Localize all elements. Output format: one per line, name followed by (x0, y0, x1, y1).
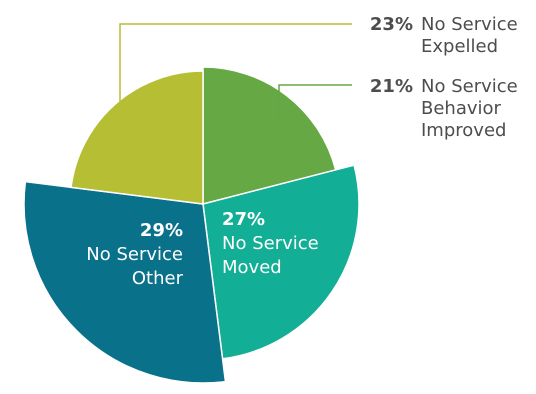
pie-slice-no-service-behavior-improved (202, 66, 337, 205)
label-behavior-line1: No Service (421, 76, 518, 97)
pie-slice-no-service-expelled (70, 70, 204, 205)
label-other-line2: Other (132, 268, 184, 289)
label-other-line1: No Service (86, 244, 183, 265)
leader-line-expelled (119, 23, 352, 110)
leader-lines-group (119, 23, 352, 126)
label-behavior-percent: 21% (370, 76, 413, 97)
label-expelled-percent: 23% (370, 14, 413, 35)
pie-slice-no-service-moved (202, 164, 360, 360)
label-expelled-line1: No Service (421, 14, 518, 35)
label-behavior-line2: Behavior (421, 98, 502, 119)
label-other-percent: 29% (140, 220, 183, 241)
leader-line-behavior-improved (278, 84, 352, 126)
label-moved-percent: 27% (222, 209, 265, 230)
label-behavior-line3: Improved (421, 120, 506, 141)
pie-slice-no-service-other (23, 180, 227, 384)
label-moved-line2: Moved (222, 257, 282, 278)
label-expelled-line2: Expelled (421, 36, 498, 57)
slices-group (23, 66, 360, 384)
label-moved-line1: No Service (222, 233, 319, 254)
